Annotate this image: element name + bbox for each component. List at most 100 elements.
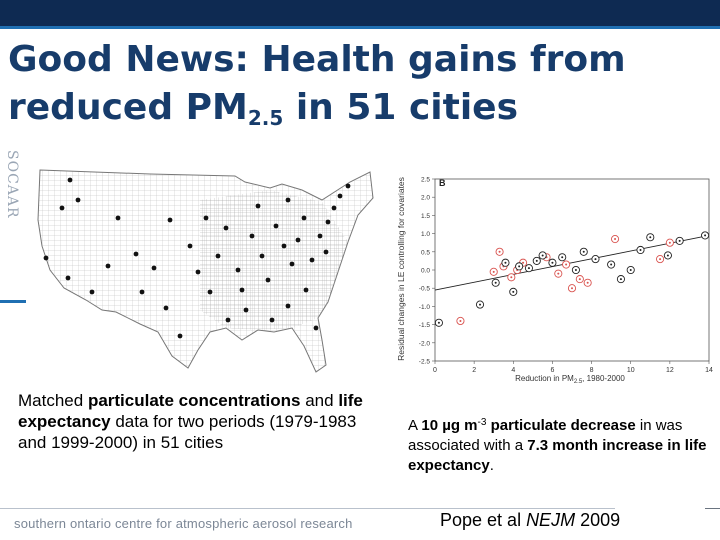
- city-marker: [65, 275, 71, 281]
- city-marker: [337, 193, 343, 199]
- city-marker: [151, 265, 157, 271]
- right-caption: A 10 µg m-3 particulate decrease in was …: [408, 413, 708, 476]
- data-point-black: [558, 253, 567, 262]
- caption-seg-1: Matched: [18, 391, 88, 410]
- city-marker: [163, 305, 169, 311]
- y-tick-label: -0.5: [419, 286, 431, 293]
- data-point-black: [501, 258, 510, 267]
- y-tick-label: 0.0: [421, 268, 430, 275]
- x-tick-label: 0: [433, 367, 437, 374]
- city-marker: [115, 215, 121, 221]
- y-tick-label: 1.0: [421, 231, 430, 238]
- data-point-black: [626, 265, 635, 275]
- city-marker: [273, 223, 279, 229]
- right-caption-pre: A: [408, 417, 422, 434]
- city-marker: [187, 243, 193, 249]
- x-tick-label: 4: [511, 367, 515, 374]
- city-marker: [215, 253, 221, 259]
- left-accent-bar: [0, 300, 26, 303]
- city-marker: [105, 263, 111, 269]
- data-point-red: [554, 269, 563, 278]
- side-logo: SOCAAR: [4, 150, 20, 219]
- city-marker: [223, 225, 229, 231]
- data-point-black: [571, 265, 580, 275]
- city-marker: [133, 251, 139, 257]
- caption-seg-2: particulate concentrations: [87, 391, 301, 410]
- data-point-black: [675, 236, 684, 245]
- right-caption-bold-1: particulate decrease: [486, 417, 636, 434]
- x-tick-label: 12: [666, 367, 674, 374]
- title-subscript: 2.5: [247, 106, 284, 130]
- right-caption-end: .: [489, 457, 494, 474]
- data-point-black: [646, 233, 655, 242]
- city-marker: [89, 289, 95, 295]
- x-axis-label: Reduction in PM2.5, 1980-2000: [515, 374, 625, 385]
- city-marker: [265, 277, 271, 283]
- x-axis-label-suffix: , 1980-2000: [582, 374, 625, 383]
- y-tick-label: -1.5: [419, 322, 431, 329]
- slide-title: Good News: Health gains from reduced PM2…: [8, 36, 708, 142]
- citation-journal: NEJM: [526, 510, 576, 530]
- y-tick-label: 2.5: [421, 177, 430, 184]
- city-marker: [207, 289, 213, 295]
- city-marker: [249, 233, 255, 239]
- data-point-black: [636, 245, 645, 255]
- x-axis-label-sub: 2.5: [574, 379, 583, 385]
- right-caption-mid: in was associated with a: [408, 417, 683, 454]
- data-point-black: [663, 251, 672, 260]
- right-caption-amount: 10 µg m: [421, 417, 478, 434]
- y-tick-label: -2.0: [419, 340, 431, 347]
- citation: Pope et al NEJM 2009: [440, 510, 620, 531]
- data-point-black: [538, 251, 547, 260]
- data-point-red: [489, 267, 498, 276]
- y-axis-label: Residual changes in LE controlling for c…: [396, 177, 406, 361]
- data-point-red: [575, 275, 584, 284]
- city-marker: [309, 257, 315, 263]
- footer-org-name: southern ontario centre for atmospheric …: [14, 516, 353, 531]
- data-point-black: [591, 255, 600, 264]
- footer-divider: [0, 508, 615, 509]
- scatter-chart: Residual changes in LE controlling for c…: [396, 177, 713, 386]
- citation-year: 2009: [575, 510, 621, 530]
- data-point-red: [562, 260, 571, 269]
- y-tick-label: 0.5: [421, 249, 430, 256]
- caption-seg-3: and: [300, 391, 339, 410]
- city-marker: [43, 255, 49, 261]
- city-marker: [59, 205, 65, 211]
- y-axis-ticks: 2.5 2.0 1.5 1.0 0.5 0.0 -0.5 -1.0 -1.5 -2.0 -2.5: [419, 177, 435, 366]
- caption-seg-4: life expectancy: [18, 391, 363, 431]
- data-point-red: [583, 278, 592, 287]
- data-point-black: [475, 300, 485, 309]
- city-marker: [243, 307, 249, 313]
- city-marker: [203, 215, 209, 221]
- data-point-red: [611, 235, 620, 244]
- city-marker: [285, 303, 291, 309]
- data-point-red: [507, 273, 516, 282]
- y-tick-label: 2.0: [421, 195, 430, 202]
- city-marker: [325, 219, 331, 225]
- data-point-black: [524, 264, 533, 273]
- top-banner-accent: [0, 26, 720, 29]
- city-marker: [195, 269, 201, 275]
- data-points: [434, 231, 710, 327]
- data-point-black: [434, 318, 443, 327]
- data-point-red: [665, 238, 674, 247]
- us-east-dense-region: [200, 190, 348, 330]
- regression-line: [434, 234, 710, 291]
- city-marker: [177, 333, 183, 339]
- data-point-red: [495, 247, 504, 256]
- top-banner: [0, 0, 720, 26]
- city-marker: [323, 249, 329, 255]
- city-markers: [43, 177, 351, 339]
- city-marker: [235, 267, 241, 273]
- data-point-red: [656, 255, 665, 264]
- x-tick-label: 2: [472, 367, 476, 374]
- left-caption: Matched particulate concentrations and l…: [18, 390, 368, 453]
- city-marker: [281, 243, 287, 249]
- title-text: : Health gains from reduced PM: [8, 39, 626, 128]
- right-caption-exp: -3: [477, 417, 487, 428]
- data-point-black: [548, 258, 557, 267]
- city-marker: [289, 261, 295, 267]
- data-point-black: [532, 256, 541, 265]
- x-axis-ticks: 0 2 4 6 8 10 12 14: [433, 361, 713, 374]
